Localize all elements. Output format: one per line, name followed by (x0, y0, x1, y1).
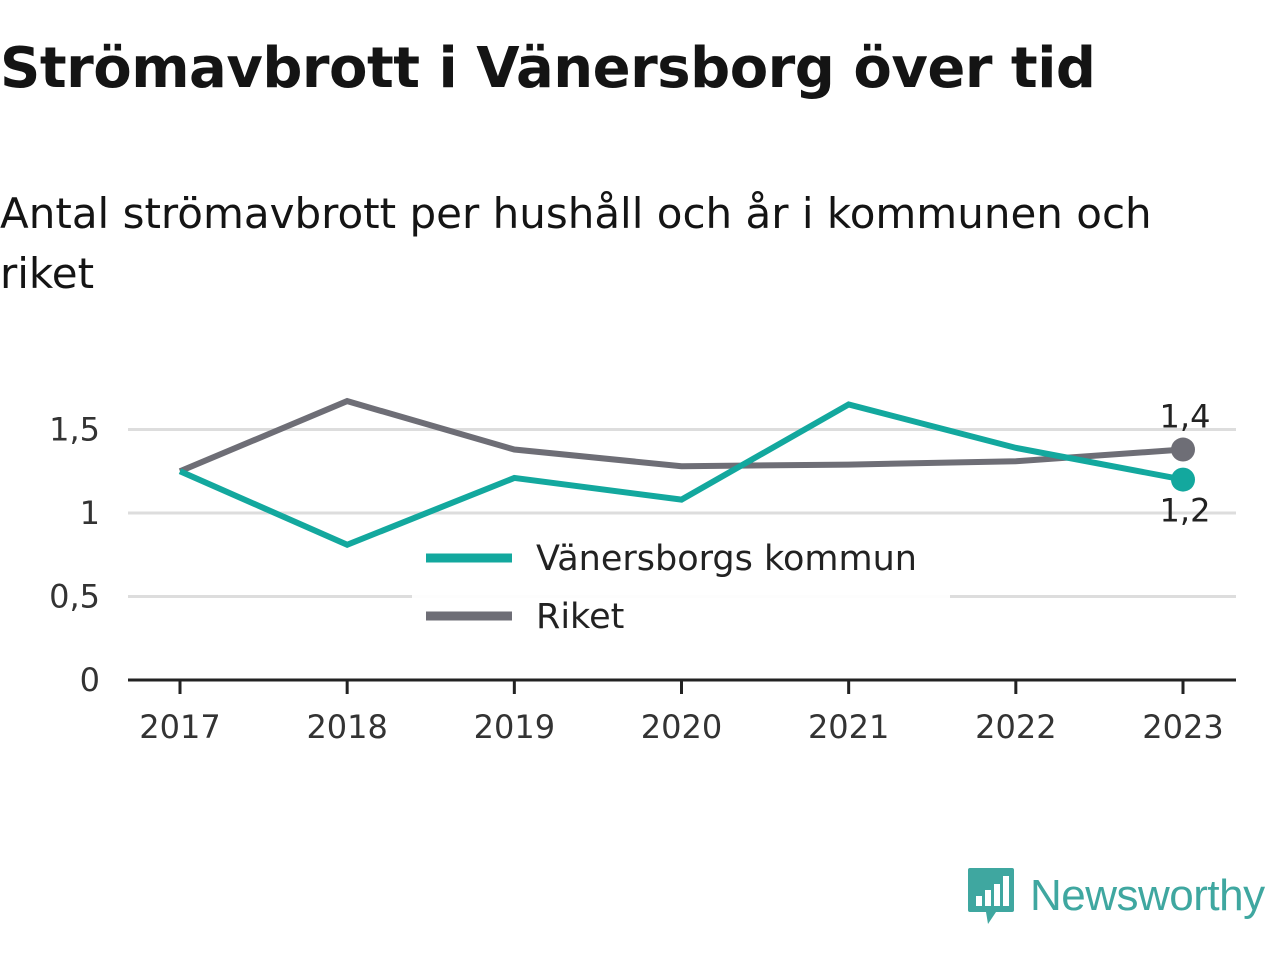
y-axis-tick-labels: 0 0,5 1 1,5 (49, 411, 100, 700)
y-tick-label: 0 (80, 661, 100, 699)
y-tick-label: 1,5 (49, 411, 100, 449)
legend-label-1: Riket (536, 597, 624, 637)
x-tick-label: 2023 (1142, 708, 1223, 746)
y-tick-label: 0,5 (49, 578, 100, 616)
chart-subtitle: Antal strömavbrott per hushåll och år i … (0, 189, 1152, 298)
x-axis-ticks: 2017 2018 2019 2020 2021 2022 2023 (139, 680, 1224, 746)
chart-title: Strömavbrott i Vänersborg över tid (0, 36, 1096, 101)
legend-label-0: Vänersborgs kommun (536, 539, 917, 579)
x-tick-label: 2021 (808, 708, 889, 746)
brand-name: Newsworthy (1030, 871, 1265, 920)
series-line-1 (178, 397, 1184, 475)
brand: Newsworthy (966, 866, 1265, 926)
legend-background (412, 528, 950, 648)
newsworthy-logo-icon (968, 868, 1014, 924)
x-tick-label: 2019 (474, 708, 555, 746)
end-marker-0 (1171, 467, 1195, 492)
x-tick-label: 2020 (641, 708, 722, 746)
x-tick-label: 2022 (975, 708, 1056, 746)
y-tick-label: 1 (80, 494, 100, 532)
series-lines (178, 397, 1184, 548)
x-tick-label: 2017 (139, 708, 220, 746)
end-marker-1 (1171, 437, 1195, 462)
end-value-label-0: 1,2 (1160, 492, 1211, 530)
legend: Vänersborgs kommun Riket (412, 528, 950, 648)
end-markers: 1,2 1,4 (1160, 398, 1211, 530)
series-line-0 (178, 401, 1184, 548)
end-value-label-1: 1,4 (1160, 398, 1211, 436)
x-tick-label: 2018 (306, 708, 387, 746)
